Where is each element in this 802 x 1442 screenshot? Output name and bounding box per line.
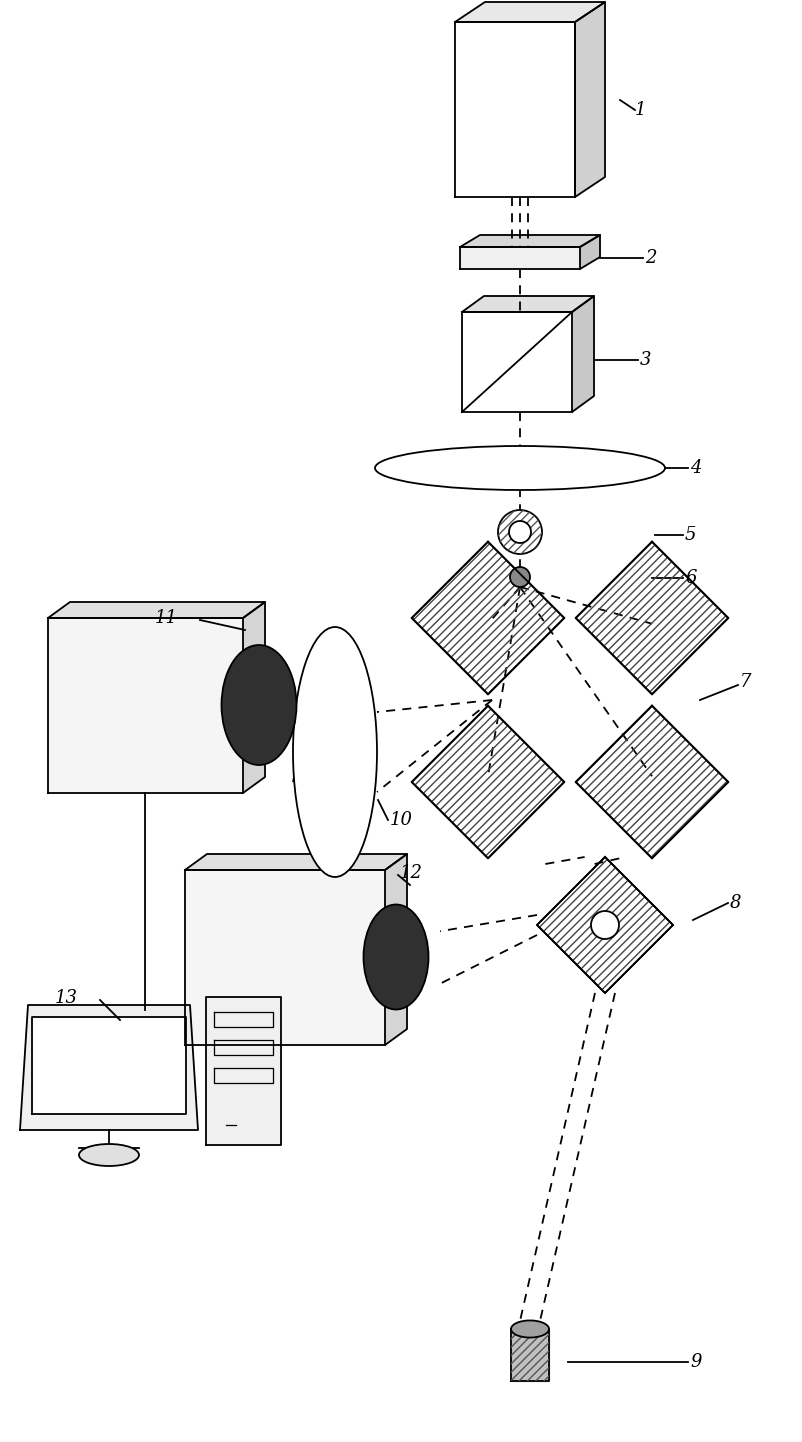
Polygon shape [576, 705, 728, 858]
Polygon shape [206, 996, 281, 1145]
Ellipse shape [363, 904, 428, 1009]
Polygon shape [411, 705, 565, 858]
Text: 1: 1 [635, 101, 646, 120]
Polygon shape [411, 542, 565, 694]
Text: 8: 8 [730, 894, 742, 911]
Polygon shape [20, 1005, 198, 1131]
Polygon shape [460, 247, 580, 270]
Polygon shape [576, 542, 728, 694]
Polygon shape [32, 1017, 186, 1115]
Polygon shape [511, 1330, 549, 1381]
Text: 12: 12 [400, 864, 423, 883]
Polygon shape [455, 1, 605, 22]
Text: 7: 7 [740, 673, 751, 691]
Ellipse shape [498, 510, 542, 554]
Polygon shape [462, 296, 594, 311]
Polygon shape [575, 1, 605, 198]
Ellipse shape [510, 567, 530, 587]
Ellipse shape [511, 1321, 549, 1338]
Polygon shape [48, 619, 243, 793]
Text: 13: 13 [55, 989, 78, 1007]
Text: 2: 2 [645, 249, 657, 267]
Text: 6: 6 [685, 570, 696, 587]
Polygon shape [462, 311, 572, 412]
Text: 4: 4 [690, 459, 702, 477]
Polygon shape [460, 235, 600, 247]
Ellipse shape [591, 911, 619, 939]
Polygon shape [580, 235, 600, 270]
Text: 9: 9 [690, 1353, 702, 1371]
Ellipse shape [293, 627, 377, 877]
Text: 3: 3 [640, 350, 651, 369]
Polygon shape [572, 296, 594, 412]
Text: 10: 10 [390, 810, 413, 829]
Polygon shape [185, 870, 385, 1045]
Text: 5: 5 [685, 526, 696, 544]
Polygon shape [385, 854, 407, 1045]
Polygon shape [185, 854, 407, 870]
Ellipse shape [79, 1144, 139, 1167]
Ellipse shape [221, 645, 297, 766]
Ellipse shape [509, 521, 531, 544]
Polygon shape [537, 857, 673, 994]
Ellipse shape [375, 446, 665, 490]
Polygon shape [243, 601, 265, 793]
Polygon shape [455, 22, 575, 198]
Polygon shape [48, 601, 265, 619]
Text: 11: 11 [155, 609, 178, 627]
